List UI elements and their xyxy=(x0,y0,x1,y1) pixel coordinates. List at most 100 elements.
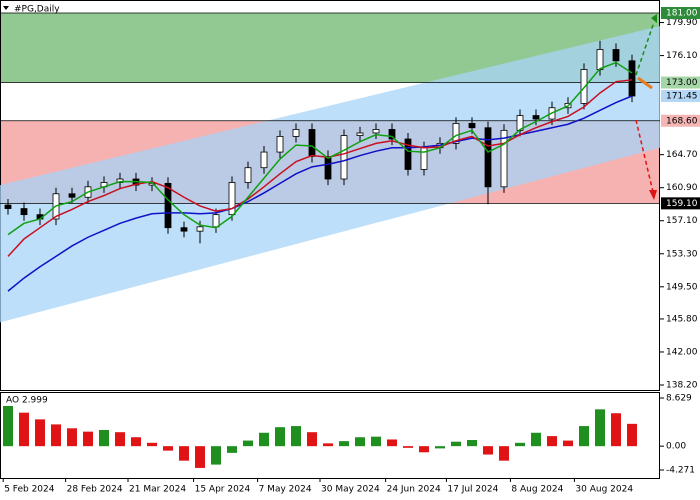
y-tick-label: 8.629 xyxy=(666,394,692,404)
ao-bar xyxy=(243,440,253,447)
candle-body xyxy=(68,193,76,198)
candle-body xyxy=(212,214,220,228)
ao-bar xyxy=(419,446,429,453)
y-tick-label: 145.80 xyxy=(666,314,698,324)
level-label-bg xyxy=(661,76,700,89)
ao-bar xyxy=(339,441,349,447)
candle-body xyxy=(4,204,12,209)
candle-body xyxy=(164,182,172,229)
candle-body xyxy=(324,156,332,180)
y-tick-label: 157.10 xyxy=(666,216,698,226)
candle-body xyxy=(196,226,204,232)
y-tick-label: 179.90 xyxy=(666,18,698,28)
candle-body xyxy=(308,129,316,157)
ao-bar xyxy=(547,436,557,447)
ao-bar xyxy=(403,446,413,448)
candle-body xyxy=(116,178,124,183)
ao-bar xyxy=(355,437,365,447)
candle-body xyxy=(244,167,252,183)
ao-bar xyxy=(147,442,157,447)
ao-bar xyxy=(179,446,189,461)
chart-title: #PG,Daily xyxy=(14,5,60,15)
ao-bar xyxy=(291,426,301,447)
y-tick-label: 164.70 xyxy=(666,150,698,160)
forecast-side xyxy=(637,76,653,90)
candle-body xyxy=(340,135,348,180)
level-label-bg xyxy=(661,90,700,103)
y-tick-label: 160.90 xyxy=(666,183,698,193)
candle-body xyxy=(228,182,236,216)
candle-body xyxy=(372,129,380,134)
x-tick-label: 28 Feb 2024 xyxy=(67,485,123,495)
x-tick-label: 24 Jun 2024 xyxy=(387,485,441,495)
moving-average xyxy=(7,61,633,236)
ao-bar xyxy=(371,436,381,447)
ao-bar xyxy=(307,432,317,447)
y-tick-label: 176.10 xyxy=(666,51,698,61)
ao-bar xyxy=(387,439,397,447)
candle-body xyxy=(468,122,476,129)
level-label-bg xyxy=(661,197,700,210)
x-tick-label: 30 Aug 2024 xyxy=(575,485,633,495)
menu-triangle xyxy=(3,6,9,10)
ao-bar xyxy=(19,412,29,447)
ao-bar xyxy=(99,429,109,447)
ao-bar xyxy=(67,428,77,447)
indicator-frame xyxy=(0,392,660,479)
level-label: 173.00 xyxy=(666,78,698,88)
ao-bar xyxy=(163,446,173,451)
ao-bar xyxy=(435,446,445,449)
candle-body xyxy=(532,115,540,120)
candle-body xyxy=(276,136,284,153)
y-tick-label: -4.271 xyxy=(666,466,695,476)
candle-body xyxy=(180,227,188,232)
ao-bar xyxy=(579,426,589,447)
forecast-down xyxy=(635,119,654,193)
ao-bar xyxy=(259,432,269,447)
x-tick-label: 7 May 2024 xyxy=(259,485,312,495)
candle-body xyxy=(260,151,268,169)
x-tick-label: 8 Aug 2024 xyxy=(511,485,563,495)
ao-bar xyxy=(195,446,205,468)
level-label: 159.10 xyxy=(666,199,698,209)
ao-bar xyxy=(211,446,221,465)
x-tick-label: 5 Feb 2024 xyxy=(4,485,55,495)
forecast-up xyxy=(635,21,655,76)
candle-body xyxy=(20,208,28,216)
y-tick-label: 153.30 xyxy=(666,249,698,259)
ao-bar xyxy=(467,440,477,447)
candle-body xyxy=(452,122,460,144)
candle-body xyxy=(500,129,508,188)
candle-body xyxy=(356,132,364,136)
candle-body xyxy=(292,129,300,137)
ao-bar xyxy=(3,405,13,447)
ao-bar xyxy=(515,442,525,447)
candle-body xyxy=(388,129,396,140)
y-tick-label: 138.20 xyxy=(666,381,698,391)
level-label-bg xyxy=(661,114,700,127)
y-tick-label: 149.50 xyxy=(666,282,698,292)
level-label-bg xyxy=(661,7,700,19)
moving-average xyxy=(7,79,633,257)
ao-bar xyxy=(275,427,285,447)
ao-bar xyxy=(451,441,461,447)
candle-body xyxy=(596,49,604,70)
y-tick-label: 0.00 xyxy=(666,442,686,452)
candle-body xyxy=(628,60,636,97)
ao-bar xyxy=(35,419,45,447)
candle-body xyxy=(580,69,588,104)
x-tick-label: 30 May 2024 xyxy=(321,485,380,495)
ao-bar xyxy=(83,431,93,447)
ao-bar xyxy=(323,443,333,447)
ao-bar xyxy=(563,440,573,447)
moving-average xyxy=(7,95,633,292)
ao-bar xyxy=(611,413,621,447)
ao-bar xyxy=(595,409,605,447)
y-tick-label: 142.00 xyxy=(666,347,698,357)
candle-body xyxy=(612,49,620,62)
x-tick-label: 15 Apr 2024 xyxy=(195,485,251,495)
x-tick-label: 21 Mar 2024 xyxy=(129,485,186,495)
x-tick-label: 17 Jul 2024 xyxy=(447,485,498,495)
forecast-down-head xyxy=(649,190,657,200)
